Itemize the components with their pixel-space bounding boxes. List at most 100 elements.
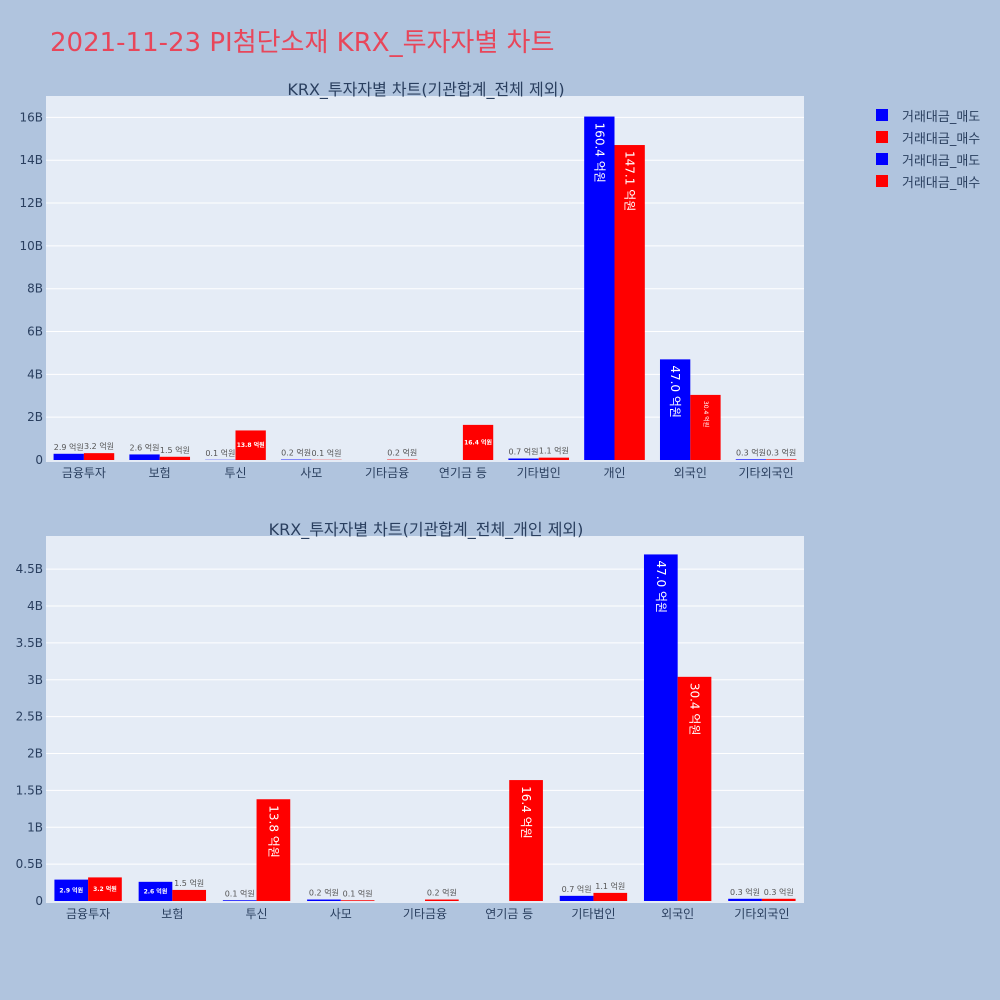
y-tick-label: 0 [35, 894, 43, 908]
legend-item-buy-2[interactable]: 거래대금_매수 [876, 170, 980, 192]
y-tick-label: 16B [19, 110, 43, 124]
bar-buy [88, 877, 122, 901]
bar-buy [677, 676, 712, 901]
bar-buy [766, 459, 797, 460]
legend-label: 거래대금_매도 [902, 109, 981, 125]
x-tick-label: 기타금융 [365, 466, 409, 480]
y-tick-label: 12B [19, 196, 43, 210]
x-tick-label: 연기금 등 [485, 907, 533, 921]
bar-buy [538, 457, 570, 460]
y-tick-label: 2B [27, 410, 43, 424]
y-tick-label: 6B [27, 325, 43, 339]
bar-data-label: 0.3 억원 [736, 447, 766, 457]
x-tick-label: 기타외국인 [738, 466, 793, 480]
x-tick-label: 사모 [330, 907, 352, 921]
bar-data-label: 0.3 억원 [766, 447, 796, 457]
bar-data-label: 2.9 억원 [54, 442, 84, 452]
bar-data-label: 0.7 억원 [562, 884, 592, 894]
bar-buy [159, 456, 191, 460]
bar-data-label: 1.1 억원 [595, 881, 625, 891]
bar-data-label: 16.4 억원 [464, 438, 492, 446]
bar-sell [584, 116, 615, 460]
bar-buy [256, 799, 291, 901]
y-tick-label: 3.5B [16, 636, 43, 650]
bar-data-label: 160.4 억원 [592, 123, 606, 183]
x-tick-label: 보험 [161, 907, 183, 921]
bar-data-label: 0.7 억원 [509, 447, 539, 457]
bar-buy [614, 145, 645, 460]
bar-data-label: 0.3 억원 [764, 887, 794, 897]
legend-swatch-buy [876, 131, 888, 143]
bar-sell [735, 459, 767, 460]
bar-sell [508, 458, 539, 460]
bar-data-label: 0.1 억원 [205, 448, 235, 458]
bar-buy [509, 780, 543, 901]
bar-buy [172, 889, 207, 901]
chart-title-1: KRX_투자자별 차트(기관합계_전체 제외) [287, 80, 564, 100]
bar-buy [235, 430, 266, 460]
bar-data-label: 0.2 억원 [387, 448, 417, 458]
bar-buy [593, 892, 628, 901]
x-tick-label: 보험 [149, 466, 171, 480]
y-tick-label: 4.5B [16, 562, 43, 576]
bar-data-label: 0.1 억원 [311, 448, 341, 458]
bar-sell [307, 899, 341, 901]
x-tick-label: 외국인 [661, 907, 694, 921]
x-tick-label: 개인 [603, 466, 625, 480]
y-tick-label: 2B [27, 747, 43, 761]
bar-buy [761, 898, 796, 901]
bar-sell [138, 881, 173, 901]
bar-data-label: 13.8 억원 [237, 441, 265, 449]
bar-buy [462, 424, 494, 460]
chart-title-2: KRX_투자자별 차트(기관합계_전체_개인 제외) [269, 520, 584, 540]
bar-buy [690, 394, 721, 460]
bar-data-label: 1.1 억원 [539, 446, 569, 456]
legend[interactable]: 거래대금_매도 거래대금_매수 거래대금_매도 거래대금_매수 [876, 104, 980, 192]
bar-data-label: 0.1 억원 [343, 888, 373, 898]
bar-data-label: 2.6 억원 [144, 887, 168, 895]
y-tick-label: 8B [27, 282, 43, 296]
x-tick-label: 투신 [224, 466, 246, 480]
bar-sell [728, 898, 762, 901]
bar-sell [559, 895, 594, 901]
y-tick-label: 0 [35, 453, 43, 467]
bar-data-label: 0.2 억원 [281, 448, 311, 458]
legend-swatch-sell [876, 109, 888, 121]
bar-data-label: 1.5 억원 [174, 878, 204, 888]
bar-data-label: 47.0 억원 [668, 365, 682, 418]
x-tick-label: 금융투자 [62, 466, 106, 480]
x-tick-label: 기타법인 [571, 907, 615, 921]
bar-sell [54, 879, 89, 901]
bar-sell [222, 900, 257, 901]
x-tick-label: 연기금 등 [439, 466, 487, 480]
bar-data-label: 0.2 억원 [427, 888, 457, 898]
legend-swatch-buy [876, 175, 888, 187]
bar-data-label: 16.4 억원 [519, 786, 533, 839]
y-tick-label: 4B [27, 599, 43, 613]
bar-data-label: 3.2 억원 [84, 441, 114, 451]
legend-item-sell-2[interactable]: 거래대금_매도 [876, 148, 980, 170]
bar-data-label: 3.2 억원 [93, 885, 117, 893]
bar-buy [425, 899, 459, 901]
y-tick-label: 0.5B [16, 857, 43, 871]
bar-sell [53, 453, 84, 460]
y-tick-label: 1B [27, 820, 43, 834]
legend-item-buy[interactable]: 거래대금_매수 [876, 126, 980, 148]
x-tick-label: 기타외국인 [734, 907, 789, 921]
y-tick-label: 10B [19, 239, 43, 253]
bar-data-label: 1.5 억원 [160, 445, 190, 455]
x-tick-label: 금융투자 [66, 907, 110, 921]
x-tick-label: 외국인 [674, 466, 707, 480]
legend-label: 거래대금_매도 [902, 153, 981, 169]
bar-data-label: 0.1 억원 [225, 888, 255, 898]
bar-data-label: 2.9 억원 [59, 886, 83, 894]
bar-data-label: 2.6 억원 [130, 442, 160, 452]
bar-sell [129, 454, 160, 460]
bar-sell [643, 554, 678, 901]
bar-data-label: 13.8 억원 [266, 805, 280, 858]
legend-item-sell[interactable]: 거래대금_매도 [876, 104, 980, 126]
page-title: 2021-11-23 PI첨단소재 KRX_투자자별 차트 [50, 28, 555, 58]
x-tick-label: 기타금융 [403, 907, 447, 921]
y-tick-label: 3B [27, 673, 43, 687]
